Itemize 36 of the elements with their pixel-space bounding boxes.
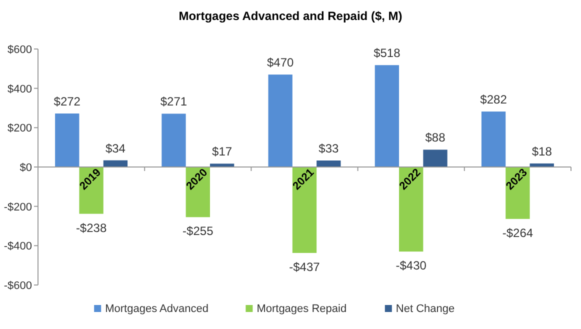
data-label: $272 [54,94,81,109]
bar [162,114,186,167]
data-label: $34 [105,141,126,156]
bar [316,160,341,167]
data-label: -$238 [76,220,107,235]
y-tick-label: $200 [8,122,32,135]
y-tick-label: $600 [8,44,32,56]
bar [399,167,424,252]
bar [55,114,80,167]
data-label: $470 [266,56,294,70]
legend-label: Mortgages Repaid [256,303,347,315]
data-label: -$255 [182,224,214,238]
bar [292,167,317,253]
bar [423,150,448,167]
y-tick-label: $400 [8,83,32,96]
y-tick-label: $0 [20,162,32,174]
chart-title: Mortgages Advanced and Repaid ($, M) [178,9,402,23]
data-label: $271 [160,94,188,109]
data-label: $518 [374,46,401,60]
data-label: $282 [480,92,508,107]
bar [268,74,292,167]
y-tick-label: -$600 [4,280,32,292]
y-tick-label: -$200 [4,201,32,214]
bar [481,112,506,167]
data-label: -$430 [396,258,427,273]
bar [506,167,530,219]
data-label: -$264 [502,226,534,240]
data-label: $17 [212,144,232,159]
data-label: -$437 [289,260,320,274]
legend-label: Mortgages Advanced [105,303,208,315]
data-label: $18 [532,144,552,158]
data-label: $33 [318,142,339,156]
data-label: $88 [425,130,446,145]
y-tick-label: -$400 [4,240,32,253]
legend-label: Net Change [396,303,455,315]
bar [374,65,400,167]
